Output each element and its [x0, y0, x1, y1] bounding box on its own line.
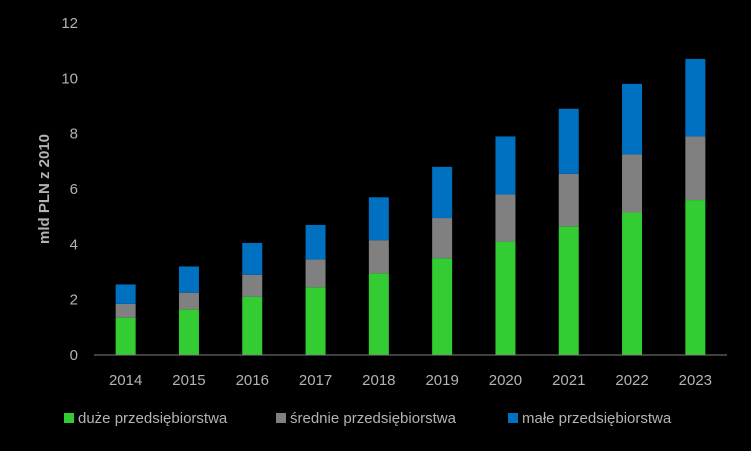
- bar-segment: [178, 266, 199, 293]
- x-tick-label: 2017: [299, 372, 332, 389]
- bar-segment: [305, 259, 326, 288]
- legend-swatch: [276, 413, 286, 423]
- y-tick-label: 8: [70, 126, 78, 143]
- bar-segment: [368, 240, 389, 274]
- y-tick-label: 6: [70, 181, 78, 198]
- x-tick-label: 2016: [236, 372, 269, 389]
- bar-segment: [685, 200, 706, 355]
- x-tick-label: 2015: [172, 372, 205, 389]
- bars: [115, 58, 706, 355]
- bar-segment: [305, 224, 326, 260]
- y-axis-label: mld PLN z 2010: [36, 134, 53, 244]
- bar-segment: [622, 212, 643, 355]
- bar-segment: [685, 136, 706, 201]
- bar-segment: [368, 197, 389, 241]
- bar-segment: [558, 226, 579, 355]
- legend-label: średnie przedsiębiorstwa: [290, 410, 457, 427]
- bar-segment: [178, 292, 199, 310]
- bar-segment: [685, 58, 706, 137]
- y-axis-ticks: 0 2 4 6 8 10 12: [61, 15, 78, 364]
- legend-label: duże przedsiębiorstwa: [78, 410, 228, 427]
- bar-segment: [558, 108, 579, 174]
- bar-segment: [115, 303, 136, 318]
- bar-segment: [495, 194, 516, 242]
- bar-segment: [368, 273, 389, 355]
- bar-segment: [432, 166, 453, 219]
- bar-segment: [178, 309, 199, 355]
- x-tick-label: 2019: [425, 372, 458, 389]
- bar-segment: [622, 83, 643, 155]
- y-tick-label: 2: [70, 292, 78, 309]
- x-tick-label: 2020: [489, 372, 522, 389]
- y-tick-label: 10: [61, 70, 78, 87]
- bar-segment: [495, 241, 516, 355]
- x-tick-label: 2023: [679, 372, 712, 389]
- bar-segment: [242, 296, 263, 355]
- bar-segment: [115, 317, 136, 355]
- x-tick-label: 2014: [109, 372, 142, 389]
- bar-segment: [432, 258, 453, 355]
- legend-swatch: [64, 413, 74, 423]
- bar-segment: [115, 284, 136, 304]
- bar-segment: [305, 287, 326, 355]
- bar-segment: [242, 274, 263, 297]
- legend-swatch: [508, 413, 518, 423]
- x-tick-label: 2021: [552, 372, 585, 389]
- y-tick-label: 12: [61, 15, 78, 32]
- legend-label: małe przedsiębiorstwa: [522, 410, 672, 427]
- x-tick-label: 2022: [615, 372, 648, 389]
- bar-segment: [558, 173, 579, 227]
- y-tick-label: 0: [70, 347, 78, 364]
- x-axis-ticks: 2014 2015 2016 2017 2018 2019 2020 2021 2022 2023: [109, 372, 712, 389]
- legend: duże przedsiębiorstwa średnie przedsiębio…: [64, 410, 672, 427]
- x-tick-label: 2018: [362, 372, 395, 389]
- bar-segment: [622, 154, 643, 213]
- bar-segment: [432, 218, 453, 259]
- y-tick-label: 4: [70, 236, 78, 253]
- bar-segment: [495, 136, 516, 195]
- bar-segment: [242, 242, 263, 275]
